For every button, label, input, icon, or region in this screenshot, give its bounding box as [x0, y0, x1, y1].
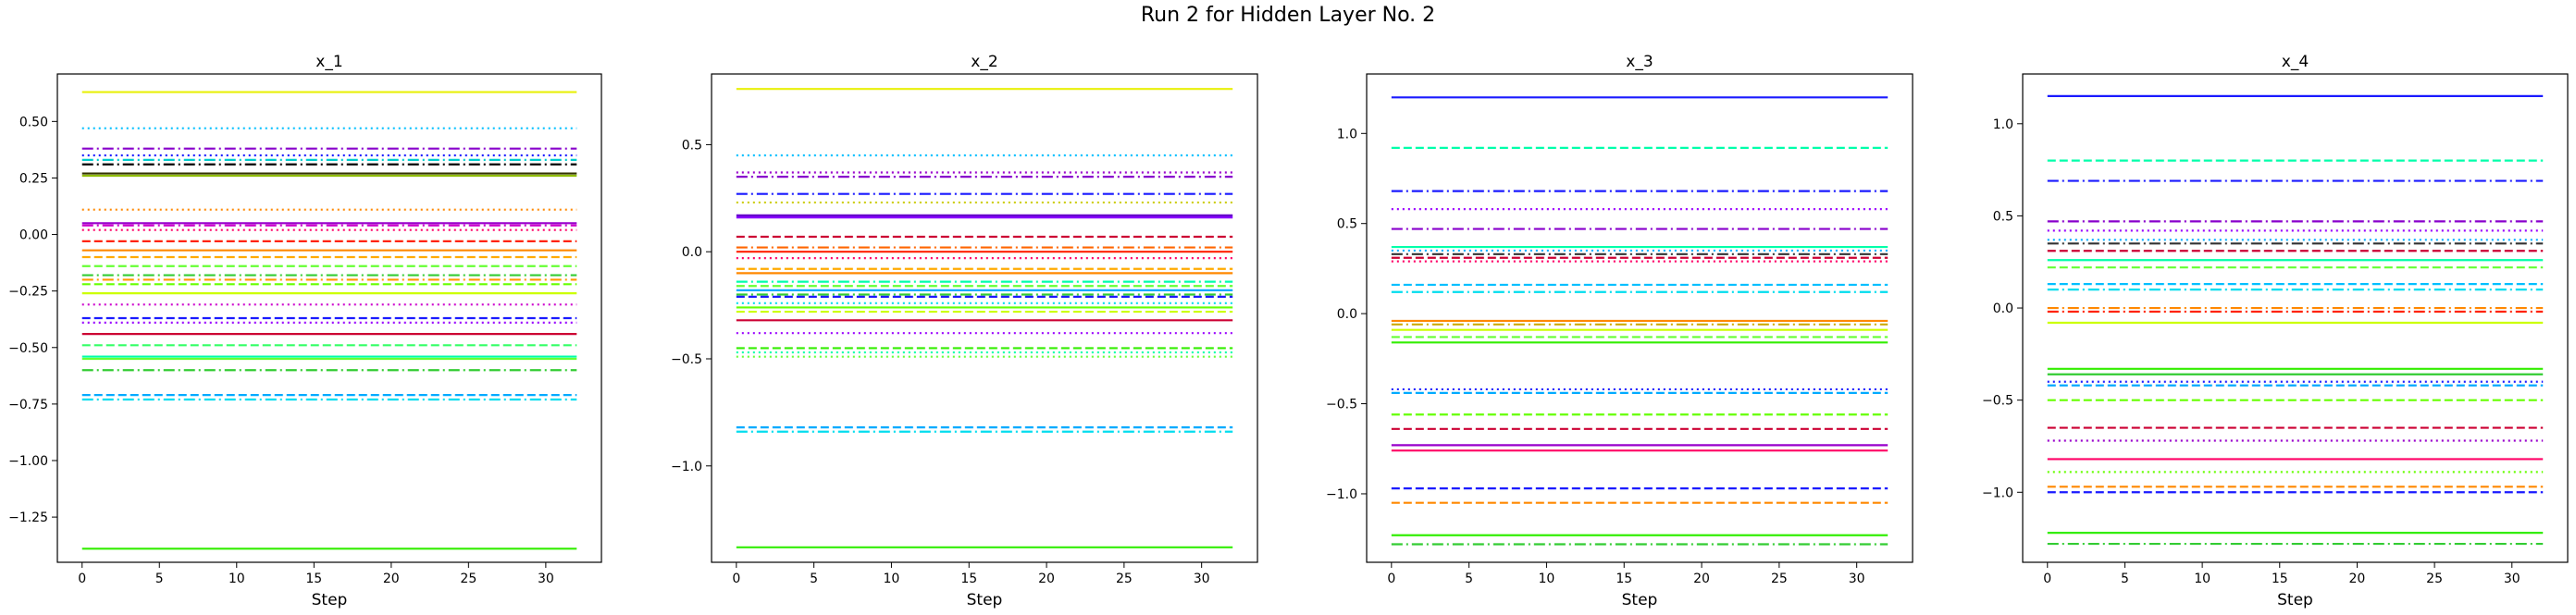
y-tick-label: −0.5	[1982, 394, 2013, 409]
plot-frame	[2022, 73, 2569, 563]
x-tick-label: 25	[1116, 572, 1133, 586]
x-tick-label: 30	[2504, 572, 2520, 586]
x-tick-label: 20	[2349, 572, 2366, 586]
y-tick-label: −0.75	[8, 398, 48, 412]
x-tick-label: 30	[1194, 572, 1210, 586]
y-tick-label: −0.5	[671, 352, 702, 367]
y-tick-label: −0.5	[1326, 398, 1357, 412]
y-tick-label: −0.25	[8, 285, 48, 300]
x-tick-label: 0	[732, 572, 740, 586]
plot-frame	[711, 73, 1258, 563]
x-tick-label: 15	[2272, 572, 2288, 586]
x-tick-label: 15	[1616, 572, 1632, 586]
x-tick-label: 20	[1693, 572, 1710, 586]
x-tick-label: 10	[2194, 572, 2211, 586]
x-tick-label: 30	[1849, 572, 1865, 586]
subplot-x3: x_3 Step 0 5 10 15 20 25 30 1.0 0.5 0.0 −0.5 −1.0	[1326, 53, 1913, 609]
x-tick-label: 15	[305, 572, 322, 586]
subplot-title: x_2	[971, 53, 997, 71]
x-tick-label: 15	[960, 572, 977, 586]
x-tick-label: 5	[2121, 572, 2129, 586]
x-tick-label: 20	[383, 572, 400, 586]
plot-frame	[56, 73, 602, 563]
y-tick-label: 0.0	[1993, 301, 2013, 316]
y-tick-label: 0.0	[1337, 307, 1357, 322]
x-axis-label: Step	[967, 591, 1003, 609]
y-tick-label: 0.25	[19, 171, 48, 186]
x-tick-label: 20	[1038, 572, 1055, 586]
subplot-x2: x_2 Step 0 5 10 15 20 25 30 0.5 0.0 −0.5 −1.0	[671, 53, 1258, 609]
y-tick-label: 0.5	[1337, 217, 1357, 232]
y-tick-label: 0.0	[682, 245, 702, 260]
subplot-x4: x_4 Step 0 5 10 15 20 25 30 1.0 0.5 0.0 −0.5 −1.0	[1982, 53, 2569, 609]
figure-title: Run 2 for Hidden Layer No. 2	[1140, 4, 1436, 27]
x-tick-label: 0	[1387, 572, 1395, 586]
x-tick-label: 5	[810, 572, 818, 586]
x-tick-label: 0	[78, 572, 86, 586]
x-tick-label: 10	[884, 572, 900, 586]
x-tick-label: 10	[229, 572, 245, 586]
x-tick-label: 25	[1771, 572, 1788, 586]
x-tick-label: 25	[2426, 572, 2443, 586]
x-tick-label: 0	[2043, 572, 2051, 586]
x-tick-label: 25	[460, 572, 477, 586]
subplot-title: x_3	[1626, 53, 1653, 71]
x-tick-label: 10	[1539, 572, 1555, 586]
x-tick-label: 5	[155, 572, 164, 586]
y-tick-label: −1.25	[8, 510, 48, 525]
y-tick-label: 0.50	[19, 115, 48, 129]
x-axis-label: Step	[2277, 591, 2313, 609]
y-tick-label: 1.0	[1993, 117, 2013, 132]
x-axis-label: Step	[312, 591, 348, 609]
subplot-x1: x_1 Step 0 5 10 15 20 25 30 0.50 0.25 0.00 −0.25 −0…	[8, 53, 602, 609]
x-axis-label: Step	[1622, 591, 1658, 609]
y-tick-label: −1.0	[1326, 487, 1357, 502]
y-tick-label: 0.00	[19, 228, 48, 243]
y-tick-label: 0.5	[1993, 209, 2013, 224]
x-tick-label: 5	[1465, 572, 1473, 586]
subplot-title: x_4	[2282, 53, 2309, 71]
y-tick-label: 0.5	[682, 138, 702, 153]
subplot-title: x_1	[316, 53, 342, 71]
x-tick-label: 30	[538, 572, 554, 586]
y-tick-label: −1.0	[1982, 486, 2013, 500]
y-tick-label: −0.50	[8, 341, 48, 356]
y-tick-label: 1.0	[1337, 127, 1357, 141]
y-tick-label: −1.00	[8, 454, 48, 469]
plot-frame	[1366, 73, 1913, 563]
y-tick-label: −1.0	[671, 460, 702, 474]
